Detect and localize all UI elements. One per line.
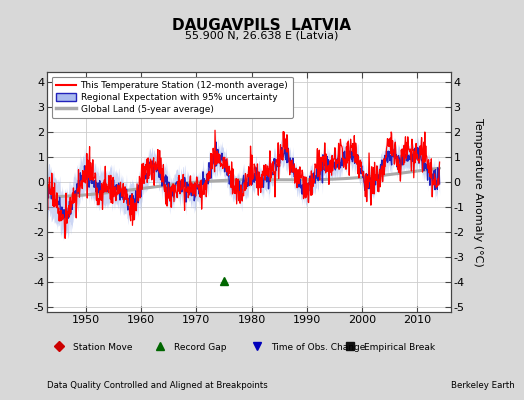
- Text: Time of Obs. Change: Time of Obs. Change: [271, 342, 365, 352]
- Y-axis label: Temperature Anomaly (°C): Temperature Anomaly (°C): [473, 118, 483, 266]
- Text: Empirical Break: Empirical Break: [364, 342, 435, 352]
- Text: Station Move: Station Move: [73, 342, 133, 352]
- Text: Data Quality Controlled and Aligned at Breakpoints: Data Quality Controlled and Aligned at B…: [47, 381, 268, 390]
- Text: 55.900 N, 26.638 E (Latvia): 55.900 N, 26.638 E (Latvia): [185, 30, 339, 40]
- Text: Record Gap: Record Gap: [174, 342, 227, 352]
- Text: DAUGAVPILS  LATVIA: DAUGAVPILS LATVIA: [172, 18, 352, 33]
- Text: Berkeley Earth: Berkeley Earth: [451, 381, 515, 390]
- Legend: This Temperature Station (12-month average), Regional Expectation with 95% uncer: This Temperature Station (12-month avera…: [52, 76, 293, 118]
